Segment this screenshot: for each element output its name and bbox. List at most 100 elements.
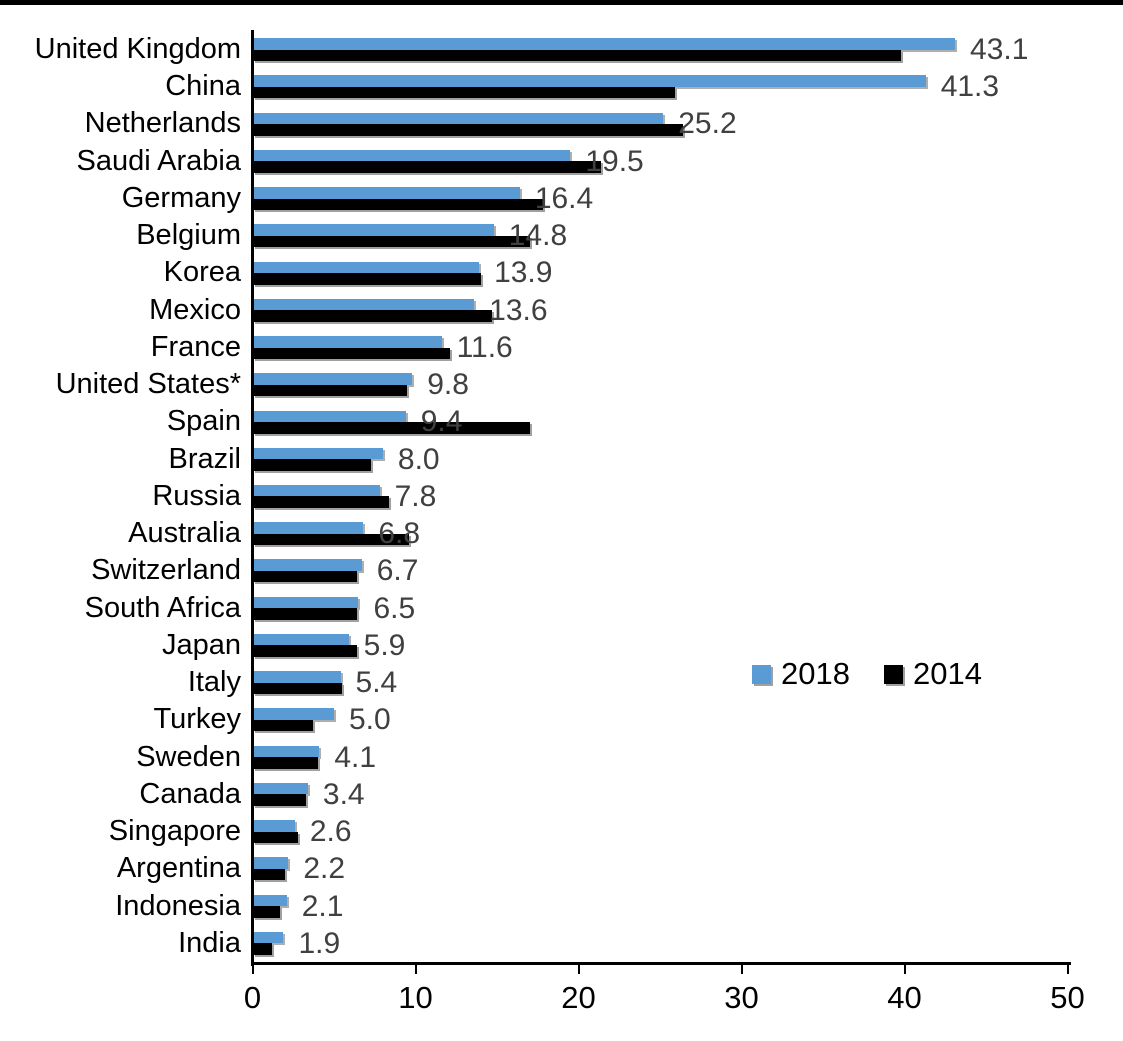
category-label: France	[150, 330, 241, 363]
bar-2014	[252, 273, 481, 285]
x-tick-label: 40	[887, 980, 922, 1015]
bar-2018	[252, 857, 289, 869]
bar-2018	[252, 75, 926, 87]
category-label: China	[165, 70, 241, 103]
x-tick-mark	[251, 965, 254, 974]
top-border-rule	[0, 0, 1123, 5]
value-label: 16.4	[534, 181, 594, 215]
category-label: Japan	[161, 628, 241, 661]
bar-2018	[252, 336, 442, 348]
value-label: 5.4	[355, 666, 398, 700]
bar-2018	[252, 745, 320, 758]
bar-2018	[252, 112, 664, 125]
bar-2018	[252, 708, 334, 720]
bar-2018	[252, 373, 413, 385]
category-label: Belgium	[136, 219, 241, 252]
bar-2014	[252, 235, 530, 248]
value-label: 3.4	[322, 777, 365, 811]
category-label: Argentina	[116, 852, 241, 885]
value-label: 41.3	[940, 70, 1000, 104]
value-label: 7.8	[394, 479, 437, 513]
bar-2018	[252, 782, 308, 795]
legend-label-2018: 2018	[781, 656, 850, 691]
category-label: Canada	[139, 777, 241, 810]
x-tick-mark	[414, 965, 417, 974]
value-label: 43.1	[970, 33, 1029, 66]
legend-swatch-2014-icon	[883, 664, 903, 684]
bar-2018	[252, 224, 494, 236]
bar-2014	[252, 757, 318, 769]
bar-2018	[252, 894, 287, 907]
bar-2018	[252, 261, 480, 274]
category-label: Singapore	[108, 815, 241, 848]
bar-2018	[252, 559, 362, 571]
value-label: 2.6	[309, 815, 352, 849]
bar-2014	[252, 459, 372, 471]
bar-2014	[252, 533, 409, 546]
value-label: 13.6	[489, 293, 548, 327]
value-label: 1.9	[298, 926, 341, 960]
bar-2018	[252, 596, 359, 609]
category-label: Italy	[187, 666, 241, 699]
bar-2014	[252, 608, 357, 620]
bar-2018	[252, 633, 349, 646]
bar-2014	[252, 496, 390, 508]
x-tick-label: 50	[1050, 980, 1085, 1015]
x-tick-mark	[903, 965, 906, 974]
y-axis-line	[251, 30, 254, 966]
category-label: Korea	[163, 256, 241, 289]
bar-2014	[252, 570, 357, 583]
category-label: United States*	[55, 368, 241, 401]
bar-2018	[252, 522, 364, 534]
x-tick-label: 20	[561, 980, 596, 1015]
value-label: 14.8	[508, 219, 568, 253]
x-tick-mark	[577, 965, 580, 974]
category-label: Germany	[121, 181, 241, 214]
bar-2014	[252, 347, 450, 360]
legend-swatch-2018-icon	[752, 664, 771, 684]
value-label: 4.1	[334, 740, 377, 774]
value-label: 6.7	[376, 554, 419, 588]
bar-2018	[252, 931, 284, 944]
bar-2014	[252, 161, 602, 173]
bar-2014	[252, 645, 357, 657]
value-label: 6.8	[378, 517, 421, 551]
x-tick-label: 0	[243, 980, 262, 1015]
category-label: Australia	[128, 517, 241, 550]
legend-item-2014: 2014	[883, 656, 982, 692]
value-label: 19.5	[585, 144, 644, 178]
value-label: 2.2	[303, 852, 346, 886]
bar-2018	[252, 820, 295, 832]
bar-2018	[252, 38, 956, 50]
value-label: 8.0	[397, 442, 440, 476]
value-label: 2.1	[301, 889, 344, 923]
x-tick-label: 30	[724, 980, 759, 1015]
bar-2014	[252, 794, 307, 806]
category-label: Saudi Arabia	[76, 144, 241, 177]
value-label: 25.2	[678, 107, 737, 141]
bar-2014	[252, 943, 273, 955]
value-label: 9.4	[420, 405, 463, 439]
bar-2018	[252, 149, 571, 162]
bar-2014	[252, 86, 675, 99]
category-label: United Kingdom	[34, 33, 241, 65]
bar-2014	[252, 868, 286, 881]
value-label: 5.0	[349, 703, 391, 737]
bar-2018	[252, 298, 475, 311]
legend: 2018 2014	[752, 656, 982, 692]
bar-2014	[252, 682, 343, 695]
legend-label-2014: 2014	[912, 656, 982, 691]
bar-2014	[252, 310, 493, 322]
bar-2014	[252, 198, 543, 211]
bar-2014	[252, 831, 299, 844]
category-label: Russia	[152, 479, 241, 512]
bar-2014	[252, 124, 683, 136]
value-label: 11.6	[456, 330, 513, 364]
bar-2018	[252, 410, 406, 422]
bar-2014	[252, 422, 530, 434]
category-label: Netherlands	[84, 107, 241, 140]
category-label: South Africa	[84, 591, 241, 624]
bar-2018	[252, 671, 341, 683]
x-tick-label: 10	[398, 980, 433, 1015]
bar-2014	[252, 384, 408, 397]
